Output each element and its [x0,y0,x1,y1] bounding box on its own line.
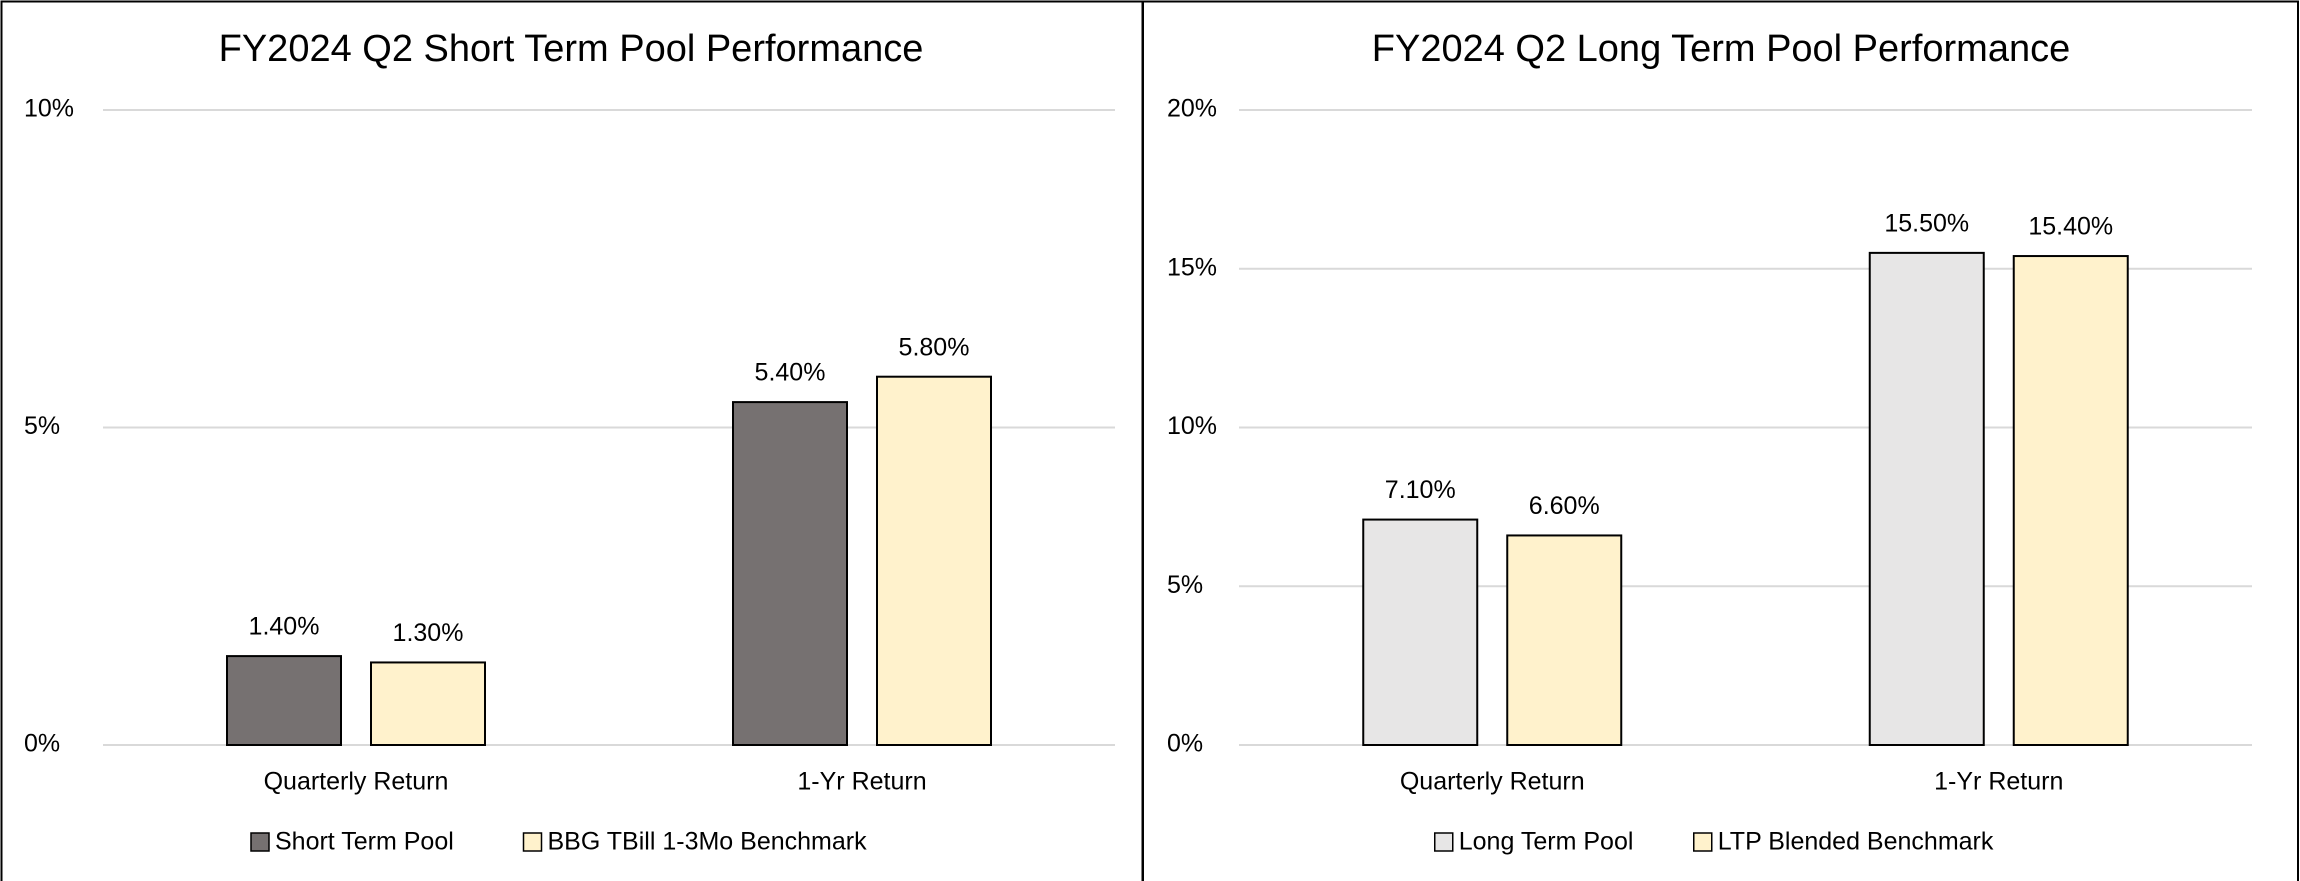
x-tick-label: Quarterly Return [264,768,449,796]
data-label: 6.60% [1529,492,1600,520]
y-tick-label: 0% [1167,730,1203,758]
y-tick-label: 15% [1167,253,1217,281]
x-tick-label: 1-Yr Return [1934,768,2063,796]
legend-label: LTP Blended Benchmark [1718,828,1994,856]
bar [1868,251,1985,746]
legend-swatch [1693,832,1713,852]
bar [732,401,848,746]
bar [370,661,486,747]
bar [226,655,342,746]
y-tick-label: 10% [1167,412,1217,440]
y-tick-label: 5% [24,412,60,440]
data-label: 7.10% [1385,476,1456,504]
x-tick-label: 1-Yr Return [797,768,926,796]
legend-label: Long Term Pool [1459,828,1634,856]
y-tick-label: 10% [24,95,74,123]
data-label: 5.40% [755,359,826,387]
bar [1362,518,1479,747]
data-label: 1.40% [249,613,320,641]
y-tick-label: 0% [24,730,60,758]
data-label: 5.80% [899,333,970,361]
y-tick-label: 20% [1167,95,1217,123]
bar [2012,255,2129,746]
bar [876,375,992,746]
y-tick-label: 5% [1167,571,1203,599]
legend-swatch [522,832,543,852]
chart-title: FY2024 Q2 Long Term Pool Performance [1372,28,2070,70]
data-label: 1.30% [393,619,464,647]
legend-label: BBG TBill 1-3Mo Benchmark [548,828,868,856]
x-tick-label: Quarterly Return [1400,768,1585,796]
data-label: 15.50% [1884,209,1969,237]
chart-title: FY2024 Q2 Short Term Pool Performance [219,28,924,70]
bar [1506,534,1623,747]
legend-label: Short Term Pool [275,828,454,856]
legend-swatch [250,832,270,852]
legend-swatch [1434,832,1454,852]
data-label: 15.40% [2028,213,2113,241]
